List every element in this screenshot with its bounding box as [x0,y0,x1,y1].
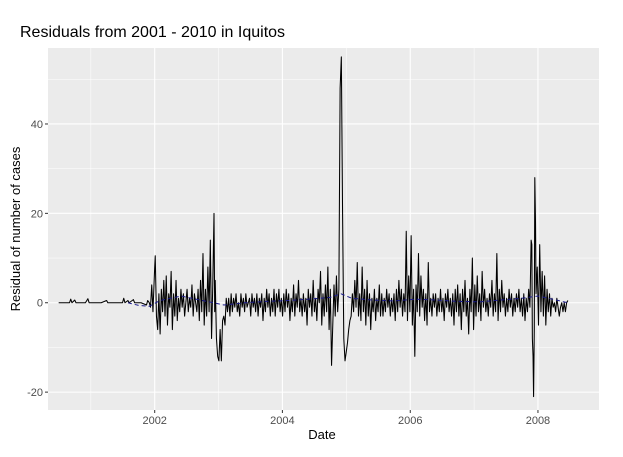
residual-series-line [58,56,569,398]
y-tick-label: 20 [31,208,43,220]
smoothed-trend-line [127,293,568,307]
x-tick-label: 2004 [270,415,294,427]
x-axis: 2002 2004 2006 2008 [142,410,550,427]
x-tick-label: 2008 [526,415,550,427]
x-tick-label: 2006 [398,415,422,427]
x-tick-label: 2002 [142,415,166,427]
series-layer [58,56,569,398]
x-axis-title: Date [308,427,335,442]
y-tick-label: -20 [27,387,43,399]
y-tick-label: 0 [37,298,43,310]
chart-title: Residuals from 2001 - 2010 in Iquitos [20,24,285,41]
y-axis-title: Residual of number of cases [8,146,23,311]
y-tick-label: 40 [31,119,43,131]
plot-panel [48,48,599,410]
y-axis: -20 0 20 40 [27,119,48,399]
